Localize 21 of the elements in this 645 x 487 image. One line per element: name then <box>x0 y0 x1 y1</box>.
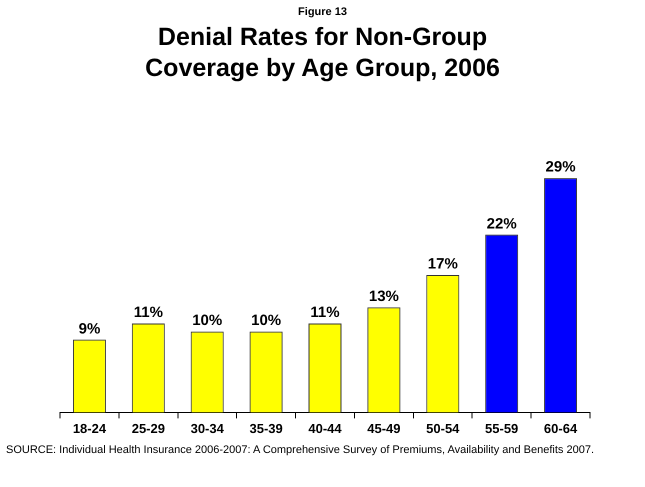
chart-title: Denial Rates for Non-Group Coverage by Age Group, 2006 <box>144 22 501 84</box>
x-tick-label: 35-39 <box>249 420 283 436</box>
data-label: 17% <box>428 256 458 273</box>
x-tick-label: 40-44 <box>308 420 342 436</box>
data-label: 10% <box>192 312 222 330</box>
data-label: 11% <box>310 304 340 322</box>
x-tick-label: 18-24 <box>72 420 107 436</box>
x-tick-label: 60-64 <box>544 420 578 436</box>
data-label: 29% <box>546 158 576 176</box>
source-note: SOURCE: Individual Health Insurance 2006-2007: A Comprehensive Survey of Premiums, Availability and Benefits 2007. <box>6 444 596 457</box>
x-tick-label: 25-29 <box>132 420 165 436</box>
x-tick-label: 45-49 <box>367 420 401 436</box>
x-tick-label: 55-59 <box>485 420 518 436</box>
x-tick-label: 30-34 <box>190 420 225 436</box>
data-label: 11% <box>134 304 163 322</box>
data-label: 13% <box>368 288 399 305</box>
data-label: 22% <box>486 215 517 232</box>
chart-subtitle: Figure 13 <box>297 6 348 18</box>
x-tick-label: 50-54 <box>426 420 460 436</box>
data-label: 10% <box>251 312 282 330</box>
data-label: 9% <box>78 320 100 338</box>
